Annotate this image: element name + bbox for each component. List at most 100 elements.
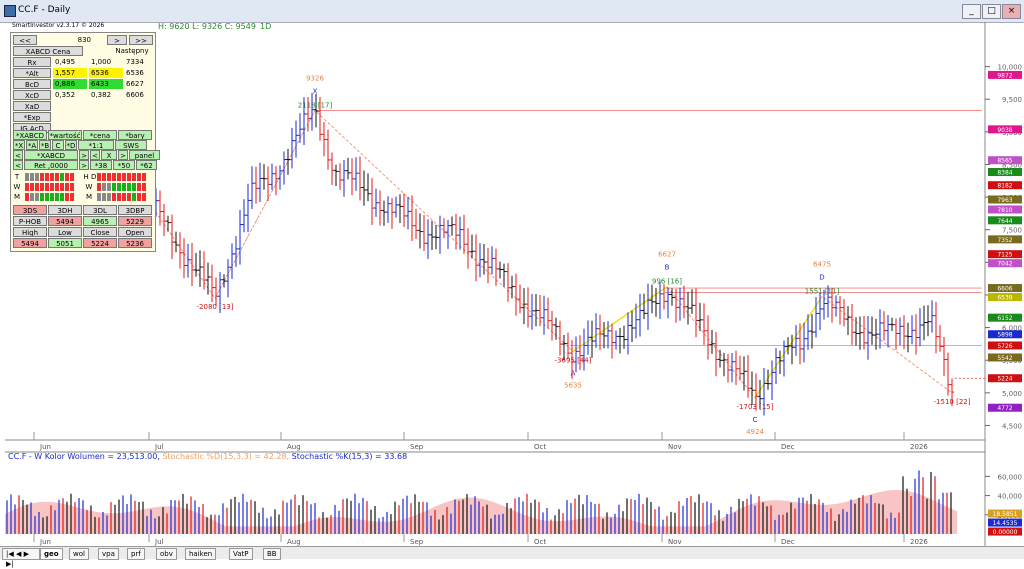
trend-block: [40, 183, 44, 191]
grid2-button-4[interactable]: *D: [65, 140, 77, 150]
grid1-button-0[interactable]: *XABCD: [13, 130, 47, 140]
pivot-name: B: [665, 264, 670, 272]
stats_row1-3: 5229: [118, 216, 152, 226]
stats_head-0[interactable]: 3DS: [13, 205, 47, 215]
tab-prf[interactable]: prf: [127, 548, 145, 560]
ohlc_vals-0[interactable]: 5494: [13, 238, 47, 248]
ohlc_vals-3: 5236: [118, 238, 152, 248]
pivot-name: D: [819, 274, 824, 282]
price-marker-label: 7644: [997, 218, 1012, 225]
nav-prev2-button[interactable]: <<: [13, 35, 37, 45]
grid2-button-1[interactable]: *A: [26, 140, 38, 150]
trend-block: [65, 183, 69, 191]
ohlc_head-3: Open: [118, 227, 152, 237]
trend-block: [117, 183, 121, 191]
grid1-button-1[interactable]: *wartość: [48, 130, 82, 140]
trend-block: [25, 193, 29, 201]
ohlc_head-2: Close: [83, 227, 117, 237]
ohlc_head-0[interactable]: High: [13, 227, 47, 237]
row-c-3: 6606: [126, 91, 144, 99]
trend-block: [117, 173, 121, 181]
price-tick-label: 7,500: [1002, 227, 1022, 235]
grid3-button-1[interactable]: *XABCD: [24, 150, 78, 160]
stats_row1-0[interactable]: P-HOB: [13, 216, 47, 226]
trend-block: [50, 173, 54, 181]
tab-VatP[interactable]: VatP: [229, 548, 253, 560]
grid3-button-4[interactable]: X: [101, 150, 117, 160]
exp-button[interactable]: *Exp: [13, 112, 51, 122]
grid4-button-1[interactable]: Ret ,0000: [24, 160, 78, 170]
price-marker: [988, 341, 1022, 350]
lower-indicator-label: CC.F - W Kolor Wolumen = 23,513.00, Stoc…: [8, 452, 407, 461]
month-label: Nov: [668, 538, 682, 546]
tab-wol[interactable]: wol: [69, 548, 89, 560]
tab-vpa[interactable]: vpa: [98, 548, 119, 560]
price-marker-label: 7352: [997, 237, 1012, 244]
tab-BB[interactable]: BB: [263, 548, 281, 560]
grid1-button-2[interactable]: *cena: [83, 130, 117, 140]
grid2-button-3[interactable]: C: [52, 140, 64, 150]
price-marker: [988, 353, 1022, 362]
grid3-button-0[interactable]: <: [13, 150, 23, 160]
row-a-1: 1,557: [53, 68, 87, 78]
grid3-button-5[interactable]: >: [118, 150, 128, 160]
row-label-2[interactable]: BcD: [13, 79, 51, 89]
ohlc_vals-2: 5224: [83, 238, 117, 248]
row-label-1[interactable]: *Alt: [13, 68, 51, 78]
trend-block: [55, 183, 59, 191]
row-c-2: 6627: [126, 80, 144, 88]
grid2-button-2[interactable]: *B: [39, 140, 51, 150]
minimize-button[interactable]: _: [962, 4, 981, 19]
trend-block: [35, 173, 39, 181]
period-label[interactable]: 1D: [260, 22, 272, 31]
price-marker: [988, 259, 1022, 268]
maximize-button[interactable]: □: [982, 4, 1001, 19]
xabcd-title[interactable]: XABCD Cena: [13, 46, 83, 56]
xad-button[interactable]: XaD: [13, 101, 51, 111]
grid3-button-6[interactable]: panel: [129, 150, 160, 160]
grid4-button-3[interactable]: *38: [90, 160, 112, 170]
trend-block: [60, 193, 64, 201]
tab-obv[interactable]: obv: [156, 548, 177, 560]
volume-label: CC.F - W Kolor Wolumen = 23,513.00,: [8, 452, 160, 461]
tab-haiken[interactable]: haiken: [185, 548, 217, 560]
tab-geo[interactable]: geo: [40, 548, 63, 560]
trend-block: [50, 193, 54, 201]
grid4-button-2[interactable]: >: [79, 160, 89, 170]
trend-block: [25, 173, 29, 181]
trend-block: [55, 173, 59, 181]
price-marker-label: 6152: [997, 315, 1012, 322]
trend-block: [70, 173, 74, 181]
price-tick-label: 6,000: [1002, 325, 1022, 333]
stats_head-2: 3DL: [83, 205, 117, 215]
price-marker-label: 6539: [997, 295, 1012, 302]
grid2-button-6[interactable]: SWS: [115, 140, 147, 150]
window-title: CC.F - Daily: [18, 5, 71, 15]
tab-nav-arrows[interactable]: |◀ ◀ ▶ ▶|: [2, 548, 40, 568]
row-label-3[interactable]: XcD: [13, 90, 51, 100]
grid2-button-5[interactable]: *1:1: [78, 140, 114, 150]
close-button[interactable]: ×: [1002, 4, 1021, 19]
row-b-0: 1,000: [91, 58, 112, 66]
price-marker-label: 6606: [997, 286, 1012, 293]
price-marker: [988, 313, 1022, 322]
pivot-value: 6627: [658, 251, 676, 259]
grid1-button-3[interactable]: *bary: [118, 130, 152, 140]
grid4-button-0[interactable]: <: [13, 160, 23, 170]
grid4-button-4[interactable]: *50: [113, 160, 135, 170]
price-chart[interactable]: 10,0009,5009,0008,5008,0007,5007,0006,50…: [0, 22, 1024, 546]
trend-block: [137, 183, 141, 191]
grid3-button-3[interactable]: <: [90, 150, 100, 160]
trend-block: [35, 193, 39, 201]
price-tick-label: 8,500: [1002, 161, 1022, 169]
nav-next2-button[interactable]: >>: [129, 35, 153, 45]
nav-next-button[interactable]: >: [107, 35, 127, 45]
month-label: 2026: [910, 443, 928, 451]
trend-block: [60, 183, 64, 191]
m-label: M: [13, 193, 21, 201]
grid4-button-5[interactable]: *62: [136, 160, 157, 170]
price-marker: [988, 284, 1022, 293]
grid2-button-0[interactable]: *X: [13, 140, 25, 150]
grid3-button-2[interactable]: >: [79, 150, 89, 160]
row-label-0[interactable]: Rx: [13, 57, 51, 67]
